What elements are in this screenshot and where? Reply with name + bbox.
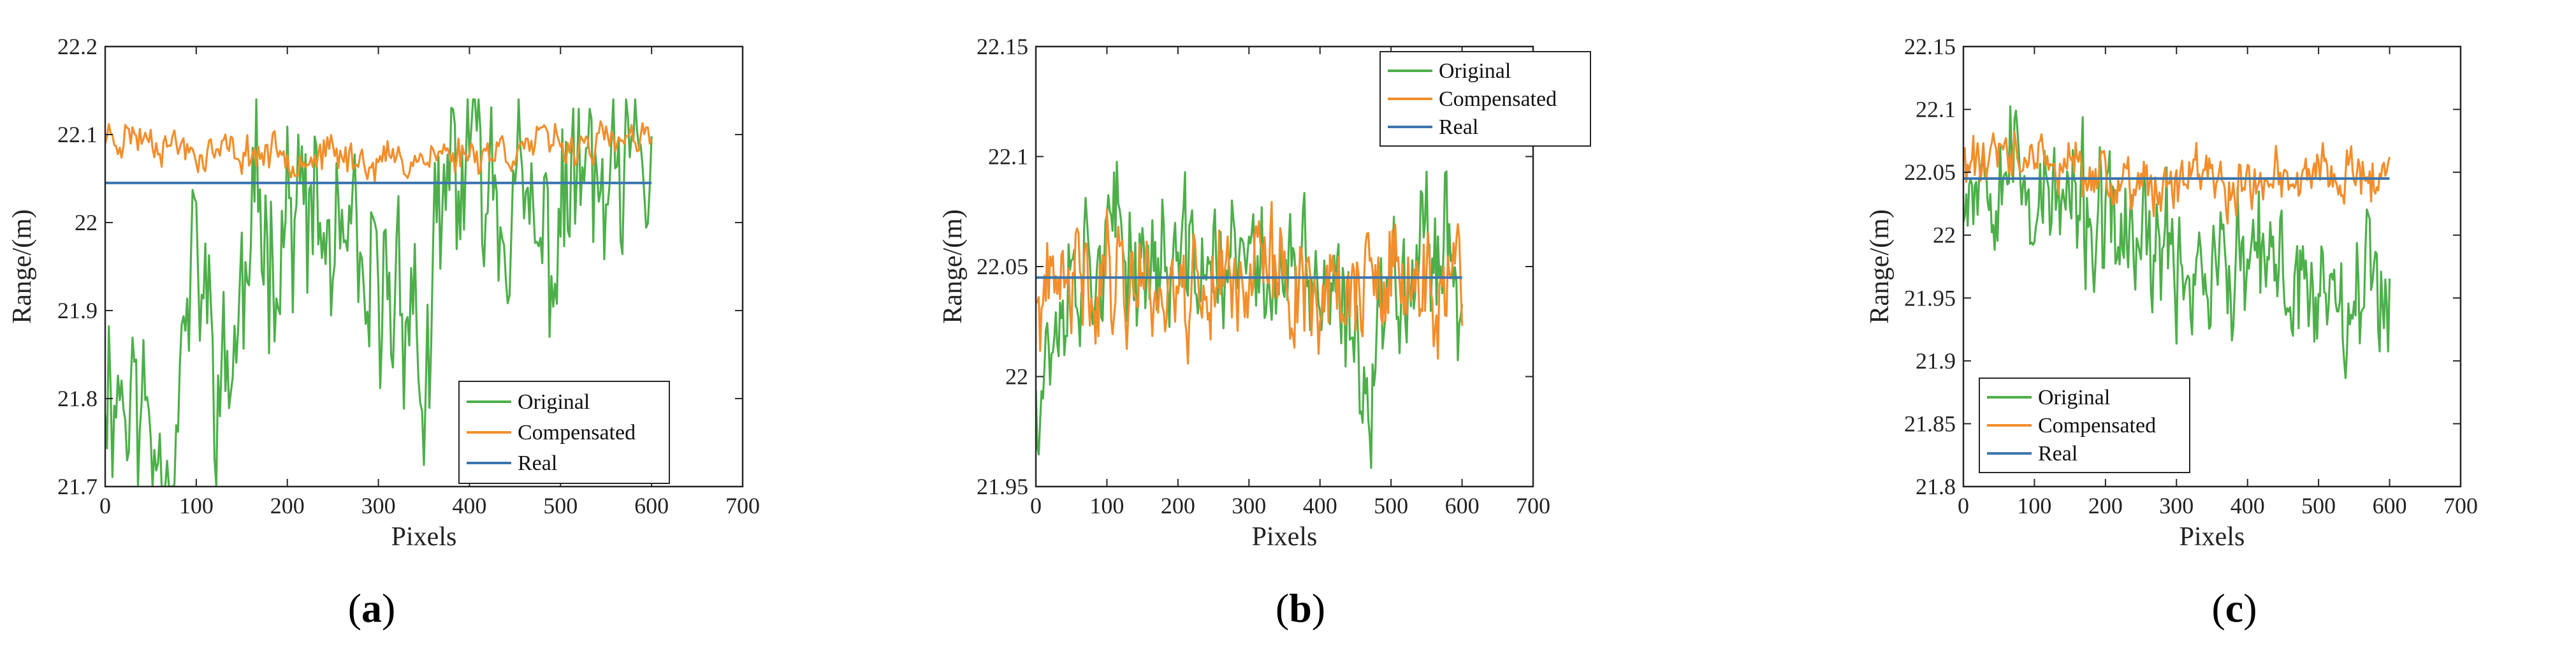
x-tick-label: 300: [2159, 493, 2194, 518]
legend-label-real: Real: [1439, 115, 1478, 139]
x-tick-label: 100: [1089, 493, 1124, 518]
x-tick-label: 500: [543, 493, 578, 518]
panel-label-letter: c: [2225, 585, 2243, 631]
panel-label-close: ): [382, 585, 395, 631]
y-tick-label: 22: [1933, 223, 1956, 248]
y-tick-label: 21.85: [1904, 411, 1956, 436]
panel-label-b: (b): [1276, 585, 1325, 631]
y-axis-label: Range/(m): [1865, 209, 1895, 324]
x-tick-label: 200: [1161, 493, 1195, 518]
x-tick-label: 400: [1303, 493, 1337, 518]
y-tick-label: 22.1: [1916, 97, 1956, 122]
y-tick-label: 22.1: [988, 144, 1028, 170]
x-tick-label: 300: [361, 493, 396, 518]
panel-label-open: (: [1276, 585, 1289, 631]
y-tick-label: 22.15: [1904, 34, 1956, 59]
y-tick-label: 22: [1005, 364, 1028, 390]
panel-label-close: ): [2243, 585, 2257, 631]
y-tick-label: 21.95: [1904, 285, 1956, 311]
legend-label-real: Real: [2038, 442, 2078, 466]
x-tick-label: 600: [634, 493, 669, 518]
chart-panel-1: 0 100 200 300 400 500 600 700 21.7 21.8 21.9 22 22.1…: [8, 34, 760, 552]
panel-label-letter: b: [1289, 585, 1312, 631]
series-line-compensated: [1036, 201, 1464, 365]
x-tick-label: 100: [179, 493, 214, 518]
x-tick-label: 0: [1030, 493, 1042, 518]
series-line-original: [105, 98, 653, 487]
y-tick-label: 22.1: [57, 122, 98, 147]
legend: Original Compensated Real: [1979, 378, 2190, 473]
panel-label-letter: a: [361, 585, 382, 631]
legend-label-compensated: Compensated: [518, 421, 636, 444]
x-axis-label: Pixels: [2179, 522, 2245, 552]
x-tick-label: 400: [2230, 493, 2265, 518]
legend-label-real: Real: [518, 451, 557, 475]
panel-label-open: (: [2211, 585, 2225, 631]
panel-label-open: (: [348, 585, 361, 631]
y-tick-label: 21.95: [977, 474, 1028, 499]
series-line-compensated: [1963, 131, 2391, 225]
series-line-original: [1963, 105, 2391, 379]
legend: Original Compensated Real: [458, 381, 670, 484]
axes-box: [104, 45, 744, 488]
x-tick-label: 500: [1374, 493, 1408, 518]
panel-label-c: (c): [2211, 585, 2257, 631]
y-tick-label: 21.9: [57, 298, 98, 323]
y-tick-label: 21.9: [1916, 348, 1956, 374]
x-tick-label: 0: [1958, 493, 1969, 518]
x-tick-label: 500: [2301, 493, 2336, 518]
y-axis-label: Range/(m): [938, 209, 968, 324]
x-tick-label: 400: [452, 493, 486, 518]
y-tick-label: 21.8: [1916, 474, 1956, 499]
y-tick-label: 21.7: [57, 474, 98, 499]
legend-label-original: Original: [518, 390, 590, 414]
series-group: [1036, 161, 1464, 469]
y-tick-label: 22.15: [977, 34, 1028, 59]
series-line-compensated: [105, 120, 653, 183]
x-tick-label: 200: [270, 493, 305, 518]
panel-label-close: ): [1312, 585, 1325, 631]
series-group: [1963, 105, 2391, 379]
x-tick-label: 700: [725, 493, 760, 518]
y-tick-label: 22.2: [57, 34, 98, 59]
series-group: [105, 98, 653, 487]
y-tick-label: 22.05: [1904, 159, 1956, 185]
x-tick-label: 600: [2373, 493, 2407, 518]
legend-label-compensated: Compensated: [1439, 87, 1557, 111]
chart-panel-3: 0 100 200 300 400 500 600 700 21.8 21.85 21.9 21.95…: [1865, 34, 2478, 552]
x-axis-label: Pixels: [391, 522, 457, 552]
legend-label-original: Original: [1439, 59, 1511, 83]
x-axis-label: Pixels: [1252, 522, 1318, 552]
x-tick-label: 300: [1232, 493, 1266, 518]
legend: Original Compensated Real: [1379, 51, 1591, 147]
y-tick-label: 22.05: [977, 254, 1028, 279]
chart-panel-2: 0 100 200 300 400 500 600 700 21.95 22 22.05 22.1 22…: [938, 34, 1591, 552]
x-tick-label: 0: [99, 493, 111, 518]
x-tick-label: 600: [1445, 493, 1480, 518]
x-tick-label: 100: [2017, 493, 2051, 518]
x-tick-label: 200: [2088, 493, 2123, 518]
y-tick-label: 22: [75, 210, 98, 235]
x-tick-label: 700: [1516, 493, 1550, 518]
legend-label-compensated: Compensated: [2038, 414, 2156, 437]
legend-label-original: Original: [2038, 386, 2110, 409]
panel-label-a: (a): [348, 585, 396, 631]
axes-box: [1962, 45, 2462, 488]
x-tick-label: 700: [2443, 493, 2478, 518]
y-axis-label: Range/(m): [8, 209, 37, 324]
legend-box: [458, 381, 670, 484]
y-tick-label: 21.8: [57, 386, 98, 411]
